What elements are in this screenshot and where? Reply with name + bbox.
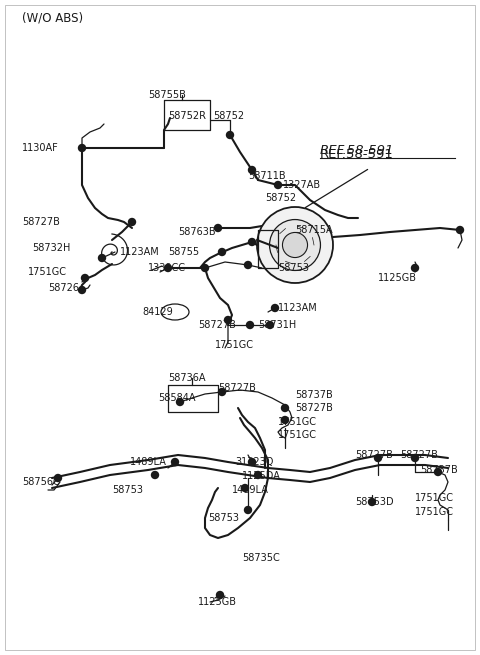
Circle shape [241, 485, 249, 491]
Circle shape [374, 455, 382, 462]
Text: 1751GC: 1751GC [415, 507, 454, 517]
Text: 1489LA: 1489LA [130, 457, 167, 467]
Text: 1751GC: 1751GC [215, 340, 254, 350]
Circle shape [434, 468, 442, 476]
Text: 58735C: 58735C [242, 553, 280, 563]
Circle shape [272, 305, 278, 312]
Text: 58727B: 58727B [218, 383, 256, 393]
Ellipse shape [161, 304, 189, 320]
Circle shape [369, 498, 375, 506]
Text: 1130AF: 1130AF [22, 143, 59, 153]
Text: 1125DA: 1125DA [242, 471, 281, 481]
Text: REF.58-591: REF.58-591 [320, 149, 394, 162]
Text: 31323Q: 31323Q [235, 457, 274, 467]
Text: 58753: 58753 [208, 513, 239, 523]
Circle shape [249, 166, 255, 174]
Text: 58727B: 58727B [400, 450, 438, 460]
Circle shape [216, 591, 224, 599]
Circle shape [55, 474, 61, 481]
Circle shape [215, 225, 221, 231]
Text: 58752: 58752 [265, 193, 296, 203]
Text: 58737B: 58737B [420, 465, 458, 475]
Text: 58753: 58753 [112, 485, 143, 495]
Text: 58736A: 58736A [168, 373, 205, 383]
Text: 58752: 58752 [213, 111, 244, 121]
Circle shape [218, 248, 226, 255]
Circle shape [227, 132, 233, 138]
Text: 58732H: 58732H [32, 243, 71, 253]
Circle shape [249, 238, 255, 246]
Text: 58727B: 58727B [355, 450, 393, 460]
Text: 58752R: 58752R [168, 111, 206, 121]
Text: (W/O ABS): (W/O ABS) [22, 12, 83, 24]
Circle shape [244, 506, 252, 514]
Circle shape [275, 181, 281, 189]
Circle shape [456, 227, 464, 233]
Circle shape [247, 322, 253, 329]
Text: 1751GC: 1751GC [278, 417, 317, 427]
Circle shape [254, 472, 262, 479]
Circle shape [281, 417, 288, 424]
Circle shape [165, 265, 171, 272]
Text: 1489LA: 1489LA [232, 485, 269, 495]
Circle shape [171, 458, 179, 466]
Circle shape [79, 145, 85, 151]
Circle shape [218, 388, 226, 396]
Text: 1751GC: 1751GC [28, 267, 67, 277]
Circle shape [411, 265, 419, 272]
Text: 1339CC: 1339CC [148, 263, 186, 273]
Circle shape [270, 219, 321, 271]
Circle shape [129, 219, 135, 225]
Text: 58727B: 58727B [22, 217, 60, 227]
Text: 1123AM: 1123AM [278, 303, 318, 313]
Text: 1125GB: 1125GB [378, 273, 417, 283]
Text: 58727B: 58727B [198, 320, 236, 330]
Text: 1751GC: 1751GC [415, 493, 454, 503]
Text: 58756C: 58756C [22, 477, 60, 487]
Text: 1125GB: 1125GB [198, 597, 237, 607]
Text: 58727B: 58727B [295, 403, 333, 413]
Text: 1123AM: 1123AM [120, 247, 160, 257]
Text: 1327AB: 1327AB [283, 180, 321, 190]
Circle shape [177, 398, 183, 405]
Text: REF.58-591: REF.58-591 [320, 143, 395, 157]
Text: 1751GC: 1751GC [278, 430, 317, 440]
Text: 58584A: 58584A [158, 393, 195, 403]
Circle shape [282, 233, 308, 257]
Circle shape [98, 255, 106, 261]
Text: 58711B: 58711B [248, 171, 286, 181]
Text: 58763B: 58763B [178, 227, 216, 237]
Circle shape [244, 261, 252, 269]
Text: 84129: 84129 [142, 307, 173, 317]
Circle shape [249, 458, 255, 466]
Circle shape [281, 405, 288, 411]
Text: 58755: 58755 [168, 247, 199, 257]
Circle shape [257, 207, 333, 283]
Circle shape [79, 286, 85, 293]
Circle shape [411, 455, 419, 462]
Text: 58753: 58753 [278, 263, 309, 273]
Circle shape [266, 322, 274, 329]
Circle shape [225, 316, 231, 324]
Text: 58737B: 58737B [295, 390, 333, 400]
Circle shape [82, 274, 88, 282]
Text: 58731H: 58731H [258, 320, 296, 330]
Circle shape [202, 265, 208, 272]
Text: 58753D: 58753D [355, 497, 394, 507]
Text: 58755B: 58755B [148, 90, 186, 100]
Circle shape [152, 472, 158, 479]
Text: 58715A: 58715A [295, 225, 333, 235]
Text: 58726: 58726 [48, 283, 79, 293]
